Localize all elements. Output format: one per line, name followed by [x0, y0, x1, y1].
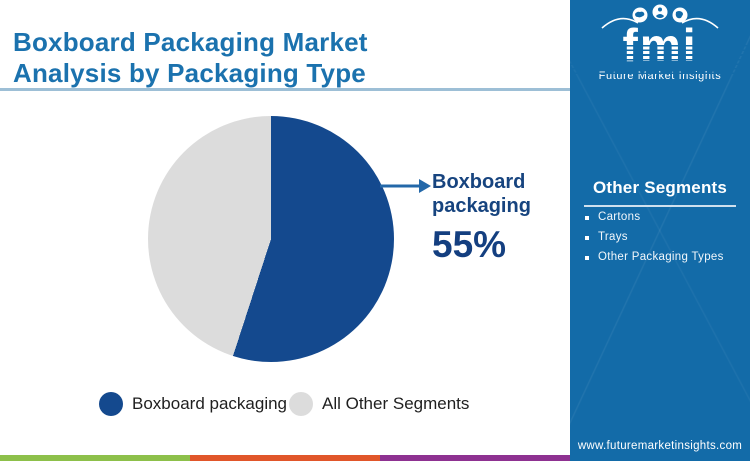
header-divider	[0, 88, 570, 91]
logo-tagline: Future Market Insights	[598, 70, 722, 82]
annotation-value: 55%	[432, 224, 507, 265]
other-segments-title: Other Segments	[592, 178, 728, 197]
sidebar: fmi Future Market Insights Other Segment…	[570, 0, 750, 461]
annotation-label: Boxboard packaging	[432, 170, 531, 218]
other-segments-list: Cartons Trays Other Packaging Types	[585, 211, 740, 271]
bullet-icon	[585, 236, 589, 240]
other-segments-rule	[584, 205, 736, 207]
website-link[interactable]: www.futuremarketinsights.com	[577, 440, 743, 452]
annotation-label-line1: Boxboard	[432, 171, 526, 193]
callout-arrow-icon	[380, 179, 431, 193]
bullet-icon	[585, 256, 589, 260]
list-item-label: Trays	[598, 231, 628, 243]
list-item-label: Other Packaging Types	[598, 251, 724, 263]
legend-swatch-boxboard	[99, 392, 123, 416]
fmi-logo: fmi Future Market Insights	[570, 4, 750, 82]
page-title-line1: Boxboard Packaging Market	[13, 27, 368, 58]
list-item: Other Packaging Types	[585, 251, 740, 264]
logo-text: fmi	[622, 19, 698, 71]
footer-stripe-purple	[380, 455, 570, 461]
page-title: Boxboard Packaging Market Analysis by Pa…	[13, 27, 558, 89]
legend-item-boxboard: Boxboard packaging	[99, 392, 287, 416]
list-item: Trays	[585, 231, 740, 244]
legend-label-boxboard: Boxboard packaging	[132, 394, 288, 413]
map-icon	[632, 7, 648, 23]
legend-item-other: All Other Segments	[289, 392, 469, 416]
legend-label-other: All Other Segments	[322, 394, 470, 413]
page-title-line2: Analysis by Packaging Type	[13, 58, 366, 89]
globe-icon	[672, 7, 688, 23]
footer-stripe-orange	[190, 455, 380, 461]
person-icon	[652, 4, 668, 20]
list-item-label: Cartons	[598, 211, 641, 223]
footer-stripe-green	[0, 455, 190, 461]
annotation-label-line2: packaging	[432, 195, 531, 217]
legend-swatch-other	[289, 392, 313, 416]
logo-icons	[601, 4, 719, 29]
list-item: Cartons	[585, 211, 740, 224]
bullet-icon	[585, 216, 589, 220]
pie-chart	[148, 116, 394, 362]
pie-annotation: Boxboard packaging 55%	[432, 170, 531, 266]
